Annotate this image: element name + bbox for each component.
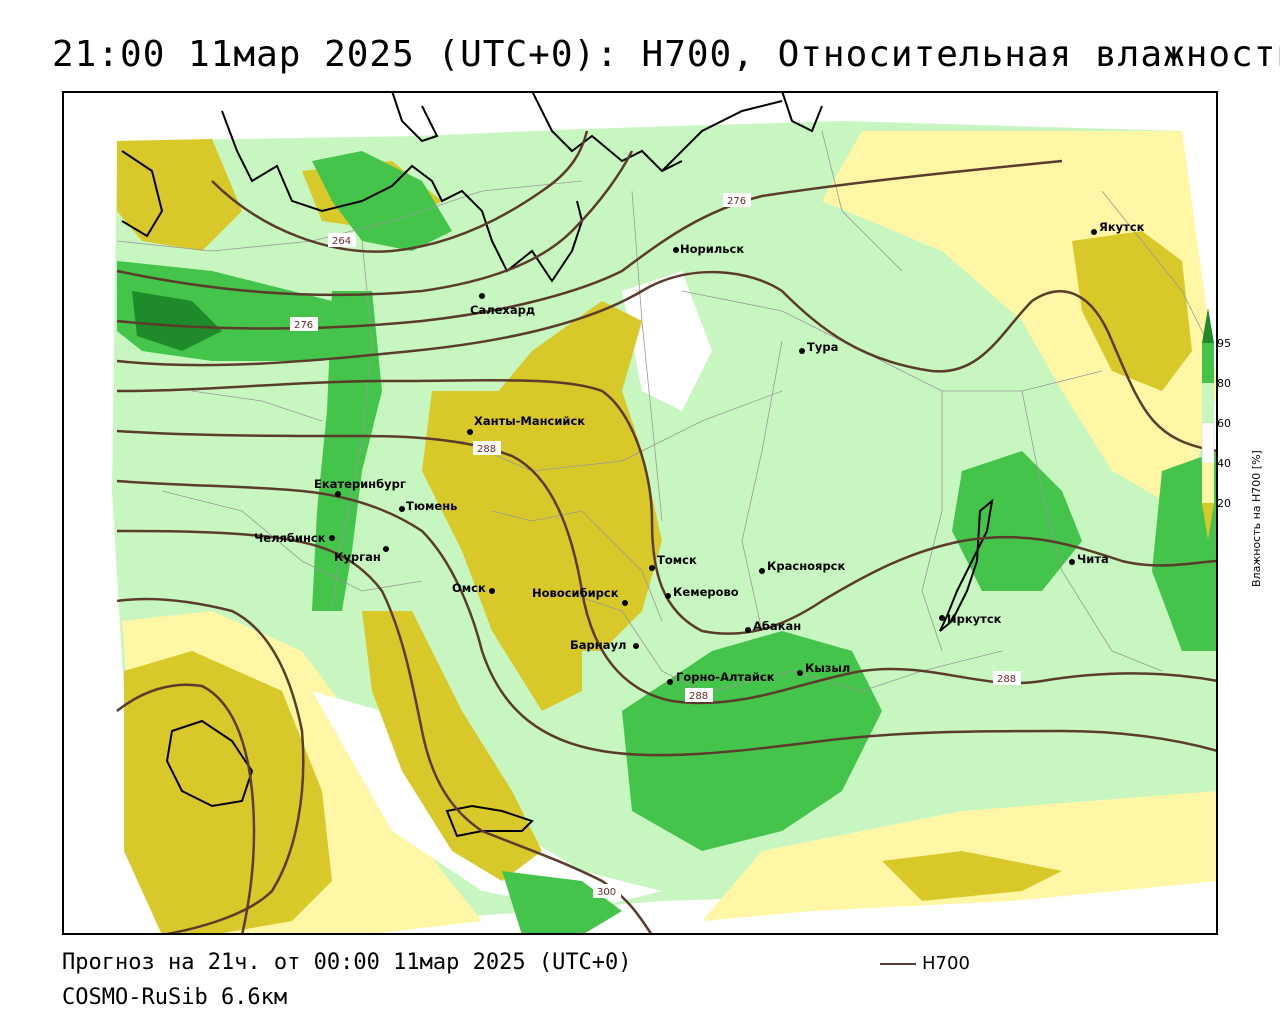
humidity-map[interactable]: 264 276 276 288 288 288 — [62, 91, 1218, 935]
city-norilsk[interactable]: Норильск — [673, 242, 744, 256]
svg-text:Томск: Томск — [657, 553, 697, 567]
svg-text:Салехард: Салехард — [470, 303, 535, 317]
colorbar-segment-60 — [1202, 383, 1214, 423]
contour-label: 300 — [593, 884, 621, 898]
colorbar-tick: 60 — [1217, 417, 1231, 430]
city-gorno-altaysk[interactable]: Горно-Алтайск — [667, 670, 775, 685]
city-tyumen[interactable]: Тюмень — [399, 499, 457, 513]
svg-text:Омск: Омск — [452, 581, 486, 595]
humidity-zone-80-south — [502, 871, 622, 935]
humidity-zone-20-east — [822, 131, 1218, 511]
city-abakan[interactable]: Абакан — [745, 619, 801, 633]
svg-text:300: 300 — [597, 887, 616, 898]
humidity-zone-0-central-band — [422, 391, 582, 711]
humidity-zone-0-central — [462, 301, 662, 651]
city-yakutsk[interactable]: Якутск — [1091, 220, 1145, 235]
colorbar-top-arrow — [1202, 308, 1214, 343]
colorbar-bottom-arrow — [1202, 503, 1214, 540]
humidity-zone-40 — [622, 271, 712, 411]
city-irkutsk[interactable]: Иркутск — [939, 612, 1002, 626]
colorbar-tick: 20 — [1217, 497, 1231, 510]
city-chelyabinsk[interactable]: Челябинск — [254, 531, 335, 545]
humidity-colorbar: 95 80 60 40 20 Влажность на H700 [%] — [1201, 308, 1263, 587]
humidity-zone-0-se — [882, 851, 1062, 901]
contour-label: 288 — [685, 688, 713, 702]
humidity-zone-80-east — [1152, 451, 1218, 651]
svg-text:Норильск: Норильск — [680, 242, 744, 256]
city-omsk[interactable]: Омск — [452, 581, 495, 595]
svg-text:Горно-Алтайск: Горно-Алтайск — [676, 670, 775, 684]
contour-label: 276 — [290, 317, 318, 331]
svg-text:Чита: Чита — [1077, 552, 1109, 566]
svg-text:264: 264 — [332, 236, 351, 247]
svg-text:Тюмень: Тюмень — [406, 499, 457, 513]
h700-legend-label: H700 — [922, 953, 970, 974]
contour-label: 264 — [328, 233, 356, 247]
city-khanty-mansiysk[interactable]: Ханты-Мансийск — [467, 414, 585, 435]
region-borders — [116, 130, 1213, 692]
humidity-zone-80-baikal — [952, 451, 1082, 591]
colorbar-tick: 40 — [1217, 457, 1231, 470]
svg-text:Якутск: Якутск — [1099, 220, 1145, 234]
humidity-zone-80-north — [312, 151, 452, 251]
contour-labels: 264 276 276 288 288 288 — [290, 193, 1021, 898]
colorbar-tick: 95 — [1217, 337, 1231, 350]
svg-text:Красноярск: Красноярск — [767, 559, 845, 573]
h700-legend: H700 — [880, 953, 970, 974]
city-tura[interactable]: Тура — [799, 340, 838, 354]
svg-text:276: 276 — [727, 196, 746, 207]
svg-text:Иркутск: Иркутск — [947, 612, 1002, 626]
city-chita[interactable]: Чита — [1069, 552, 1109, 566]
contour-label: 288 — [473, 441, 501, 455]
map-title: 21:00 11мар 2025 (UTC+0): H700, Относите… — [52, 34, 1280, 75]
svg-text:Тура: Тура — [807, 340, 838, 354]
city-novosibirsk[interactable]: Новосибирск — [532, 586, 628, 606]
colorbar-segment-20 — [1202, 463, 1214, 503]
city-yekaterinburg[interactable]: Екатеринбург — [314, 477, 406, 497]
svg-text:Кызыл: Кызыл — [805, 661, 850, 675]
svg-text:Абакан: Абакан — [753, 619, 801, 633]
city-tomsk[interactable]: Томск — [649, 553, 697, 571]
cities: Норильск Якутск Салехард Тура Ханты-Манс… — [254, 220, 1145, 685]
city-barnaul[interactable]: Барнаул — [570, 638, 639, 652]
humidity-zone-0-s — [362, 611, 542, 881]
colorbar-label: Влажность на H700 [%] — [1250, 450, 1263, 587]
map-frame — [62, 91, 1218, 935]
h700-legend-line — [880, 963, 916, 965]
svg-text:Кемерово: Кемерово — [673, 585, 739, 599]
city-kemerovo[interactable]: Кемерово — [665, 585, 739, 599]
svg-text:276: 276 — [294, 320, 313, 331]
svg-text:288: 288 — [689, 691, 708, 702]
model-name: COSMO-RuSib 6.6км — [62, 985, 288, 1010]
coastlines — [121, 91, 994, 838]
humidity-zone-80-ural — [312, 291, 382, 611]
humidity-zone-0-nw — [117, 139, 242, 251]
svg-text:Челябинск: Челябинск — [254, 531, 326, 545]
humidity-zone-0-ne — [1072, 231, 1192, 391]
humidity-zone-80-altai — [622, 631, 882, 851]
svg-text:Екатеринбург: Екатеринбург — [314, 477, 406, 491]
city-krasnoyarsk[interactable]: Красноярск — [759, 559, 845, 574]
city-kurgan[interactable]: Курган — [334, 546, 389, 564]
city-kyzyl[interactable]: Кызыл — [797, 661, 850, 676]
svg-text:Новосибирск: Новосибирск — [532, 586, 619, 600]
svg-text:Ханты-Мансийск: Ханты-Мансийск — [474, 414, 585, 428]
humidity-zone-0-sw — [124, 651, 332, 935]
forecast-info: Прогноз на 21ч. от 00:00 11мар 2025 (UTC… — [62, 950, 632, 975]
contour-label: 276 — [723, 193, 751, 207]
city-salekhard[interactable]: Салехард — [470, 293, 535, 317]
svg-text:Барнаул: Барнаул — [570, 638, 626, 652]
svg-text:Курган: Курган — [334, 550, 381, 564]
colorbar-segment-40 — [1201, 422, 1215, 464]
svg-text:288: 288 — [997, 674, 1016, 685]
svg-text:288: 288 — [477, 444, 496, 455]
humidity-zone-95 — [132, 291, 222, 351]
colorbar-tick: 80 — [1217, 377, 1231, 390]
contour-label: 288 — [993, 671, 1021, 685]
colorbar-segment-80 — [1202, 343, 1214, 383]
